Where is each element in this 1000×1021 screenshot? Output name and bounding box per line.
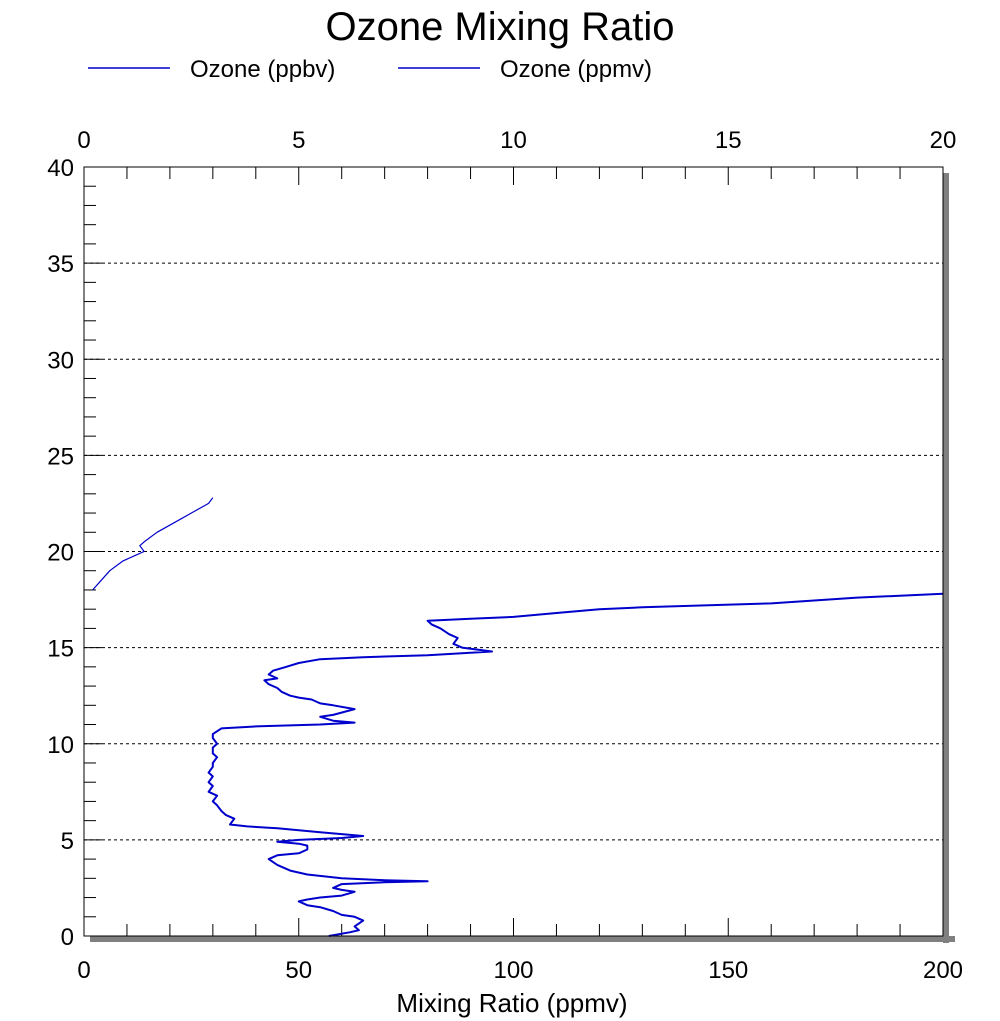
x-tick-label-100: 100: [493, 957, 533, 984]
x-tick-label-200: 200: [923, 957, 963, 984]
plot-shadow-bottom: [90, 936, 955, 942]
plot-frame: [83, 166, 944, 937]
x-tick-label-150: 150: [708, 957, 748, 984]
x-tick-label-50: 50: [285, 957, 312, 984]
y-tick-label-25: 25: [47, 443, 74, 470]
y-tick-label-40: 40: [47, 155, 74, 182]
y-tick-label-5: 5: [61, 828, 74, 855]
y-tick-label-30: 30: [47, 347, 74, 374]
axis-ticks: [83, 166, 944, 937]
legend-label-ozone-ppmv: Ozone (ppmv): [500, 56, 652, 83]
x-axis-label: Mixing Ratio (ppmv): [396, 988, 627, 1018]
plot-border: [83, 166, 944, 937]
y-tick-label-10: 10: [47, 732, 74, 759]
x2-tick-label-15: 15: [715, 127, 742, 154]
x2-tick-label-10: 10: [500, 127, 527, 154]
grid-lines: [84, 262, 943, 841]
legend: Ozone (ppbv) Ozone (ppmv): [88, 56, 652, 83]
y-tick-label-35: 35: [47, 251, 74, 278]
plot-shadow-right: [943, 173, 949, 943]
y-tick-label-15: 15: [47, 636, 74, 663]
y-tick-label-0: 0: [61, 924, 74, 951]
series-lines: [92, 497, 944, 937]
x-tick-label-0: 0: [77, 957, 90, 984]
x2-tick-label-0: 0: [77, 127, 90, 154]
x2-tick-label-20: 20: [930, 127, 957, 154]
x2-tick-label-5: 5: [292, 127, 305, 154]
plot-shadow: [84, 167, 955, 943]
series-line-ozone-ppmv: [92, 497, 214, 591]
series-line-ozone-ppbv: [207, 592, 944, 937]
legend-label-ozone-ppbv: Ozone (ppbv): [190, 56, 335, 83]
y-tick-label-20: 20: [47, 540, 74, 567]
chart-title: Ozone Mixing Ratio: [325, 5, 674, 49]
